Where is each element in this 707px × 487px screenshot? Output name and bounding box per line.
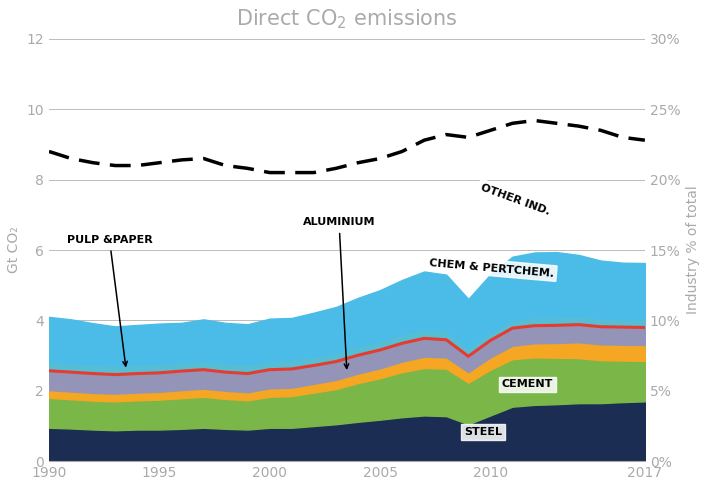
Y-axis label: Industry % of total: Industry % of total <box>686 186 700 315</box>
Text: ALUMINIUM: ALUMINIUM <box>303 217 375 368</box>
Text: STEEL: STEEL <box>464 427 502 437</box>
Y-axis label: Gt CO₂: Gt CO₂ <box>7 226 21 273</box>
Text: OTHER IND.: OTHER IND. <box>479 183 551 217</box>
Text: PULP &PAPER: PULP &PAPER <box>66 235 153 366</box>
Text: CEMENT: CEMENT <box>501 379 553 389</box>
Title: Direct CO$_2$ emissions: Direct CO$_2$ emissions <box>236 7 458 31</box>
Text: CHEM & PERTCHEM.: CHEM & PERTCHEM. <box>428 258 554 279</box>
